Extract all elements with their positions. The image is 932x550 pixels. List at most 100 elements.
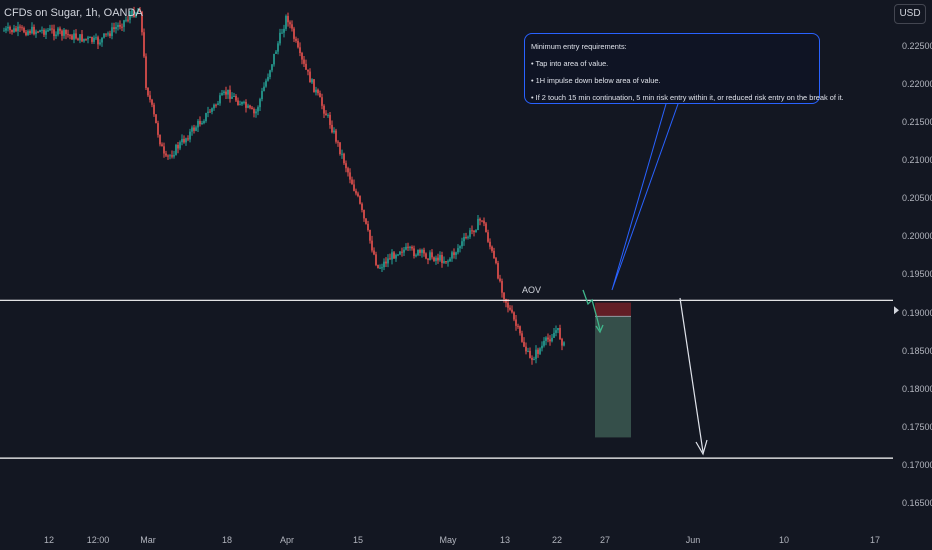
candle: [455, 252, 457, 255]
price-axis-label: 0.19000: [902, 308, 932, 318]
candle: [375, 254, 377, 265]
candle: [493, 250, 495, 259]
candle: [31, 26, 33, 34]
candle: [29, 31, 31, 34]
candle: [381, 267, 383, 269]
candle: [475, 230, 477, 233]
candle: [377, 264, 379, 268]
candle: [411, 246, 413, 249]
candle: [489, 241, 491, 247]
candle: [83, 38, 85, 42]
candle: [183, 138, 185, 143]
candle: [79, 34, 81, 41]
candle: [267, 77, 269, 81]
candle: [343, 153, 345, 164]
candle: [105, 33, 107, 35]
candle: [371, 240, 373, 251]
callout-item: • Tap into area of value.: [531, 59, 609, 68]
candle: [143, 32, 145, 57]
candle: [487, 232, 489, 242]
take-profit-zone[interactable]: [595, 316, 631, 438]
candle: [309, 71, 311, 83]
currency-button[interactable]: USD: [894, 4, 926, 24]
candle: [129, 15, 131, 20]
candle: [403, 249, 405, 253]
candle: [425, 253, 427, 259]
candle: [265, 80, 267, 87]
candle: [361, 203, 363, 210]
candle: [215, 104, 217, 106]
candle: [25, 32, 27, 36]
candle: [187, 138, 189, 140]
candle: [561, 339, 563, 346]
candle: [549, 339, 551, 342]
candle: [409, 246, 411, 248]
candle: [15, 28, 17, 32]
time-axis-label: 15: [353, 535, 363, 545]
entry-requirements-callout[interactable]: Minimum entry requirements: • Tap into a…: [524, 33, 844, 104]
time-axis-label: 17: [870, 535, 880, 545]
candle: [459, 246, 461, 249]
candle: [453, 252, 455, 255]
candle: [531, 357, 533, 360]
candle: [113, 27, 115, 30]
stop-loss-zone[interactable]: [595, 302, 631, 317]
candle: [429, 252, 431, 260]
candle: [405, 246, 407, 250]
candle: [335, 130, 337, 142]
candle: [467, 236, 469, 238]
candle: [457, 248, 459, 253]
candle: [471, 230, 473, 232]
candle: [283, 28, 285, 33]
candle: [539, 348, 541, 354]
price-axis-label: 0.22000: [902, 79, 932, 89]
candle: [511, 309, 513, 313]
candle: [481, 220, 483, 222]
candle: [513, 312, 515, 320]
candle: [437, 257, 439, 261]
candle: [245, 101, 247, 108]
candle: [507, 302, 509, 308]
candle: [357, 193, 359, 197]
candle: [167, 155, 169, 157]
candle: [69, 34, 71, 36]
candle: [339, 142, 341, 155]
candle: [95, 37, 97, 39]
candle: [211, 108, 213, 112]
projection-path[interactable]: [582, 289, 601, 331]
candle: [291, 24, 293, 29]
candle: [197, 120, 199, 128]
candle: [331, 124, 333, 133]
candle: [139, 9, 141, 12]
candle: [333, 130, 335, 133]
candle: [337, 141, 339, 143]
candle: [365, 218, 367, 224]
candle: [323, 105, 325, 114]
candle: [439, 254, 441, 261]
candle: [51, 28, 53, 30]
candle: [87, 37, 89, 40]
candle: [545, 337, 547, 341]
candle: [257, 107, 259, 112]
candle: [59, 28, 61, 31]
candle: [199, 120, 201, 125]
price-marker-icon: [894, 306, 899, 315]
price-axis-label: 0.20500: [902, 193, 932, 203]
candle: [553, 332, 555, 338]
candle: [285, 16, 287, 29]
time-axis-label: 13: [500, 535, 510, 545]
projection-arrow-icon: [595, 324, 604, 334]
candle: [111, 27, 113, 36]
candle: [49, 28, 51, 31]
candle: [501, 281, 503, 293]
target-arrow[interactable]: [679, 297, 704, 453]
time-axis-label: Apr: [280, 535, 294, 545]
candle: [495, 258, 497, 264]
candle: [329, 114, 331, 125]
candle: [163, 146, 165, 154]
candle: [185, 138, 187, 143]
candle: [503, 292, 505, 300]
candle: [387, 258, 389, 264]
callout-title: Minimum entry requirements:: [531, 42, 627, 51]
